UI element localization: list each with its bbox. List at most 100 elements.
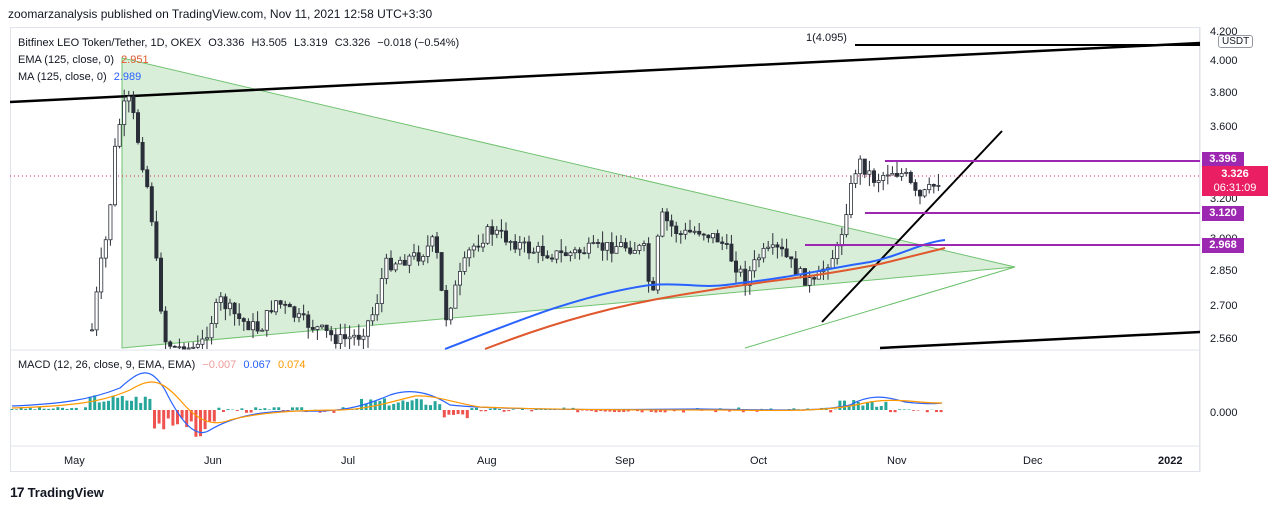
macd-bar: [613, 410, 616, 413]
y-tick: 3.800: [1210, 87, 1238, 99]
candle: [269, 310, 274, 313]
macd-bar: [171, 410, 175, 426]
candle: [899, 173, 904, 177]
candle: [342, 334, 347, 340]
candle: [527, 241, 532, 254]
candle: [697, 230, 702, 235]
macd-bar: [939, 410, 943, 413]
open-value: O3.336: [208, 37, 245, 49]
candle: [379, 278, 384, 305]
candle: [623, 242, 628, 249]
candle: [918, 189, 923, 197]
candle: [241, 318, 246, 322]
candle: [711, 233, 716, 239]
candle: [467, 249, 472, 259]
candle: [439, 252, 444, 291]
macd-bar: [143, 396, 147, 410]
macd-bar: [861, 405, 865, 410]
y-tick: 2.700: [1210, 300, 1238, 312]
macd-bar: [10, 409, 14, 410]
macd-bar: [792, 408, 796, 410]
high-value: H3.505: [251, 37, 287, 49]
candle: [586, 242, 591, 254]
macd-bar: [15, 409, 18, 410]
macd-bar: [935, 410, 938, 413]
macd-bar: [176, 410, 179, 425]
candle: [471, 245, 476, 251]
candle: [99, 257, 104, 293]
macd-bar: [507, 410, 511, 412]
candle: [158, 257, 163, 312]
candle: [706, 234, 711, 239]
macd-legend[interactable]: MACD (12, 26, close, 9, EMA, EMA) −0.007…: [18, 359, 309, 371]
macd-bar: [622, 410, 626, 412]
candle: [757, 257, 762, 261]
tradingview-logo[interactable]: 17 TradingView: [10, 484, 104, 500]
macd-bar: [682, 410, 685, 413]
macd-bar: [856, 401, 860, 410]
ma-value: 2.989: [113, 71, 142, 83]
macd-bar: [590, 410, 593, 411]
macd-bar: [47, 408, 51, 410]
candle: [453, 284, 458, 309]
candle: [113, 145, 118, 206]
level-annotation: 1(4.095): [806, 32, 847, 44]
candle: [642, 243, 647, 246]
macd-bar: [603, 410, 607, 412]
candle: [398, 259, 403, 265]
macd-histogram: [10, 395, 943, 437]
change-value: −0.018 (−0.54%): [377, 37, 460, 49]
macd-bar: [74, 407, 78, 410]
candle: [849, 183, 854, 215]
macd-bar: [475, 407, 478, 410]
candle: [485, 226, 490, 244]
macd-bar: [240, 408, 244, 410]
candle: [117, 124, 122, 147]
candle: [908, 171, 913, 183]
macd-bar: [424, 404, 428, 410]
macd-bar: [166, 410, 170, 419]
currency-button[interactable]: USDT: [1218, 35, 1254, 48]
macd-bar: [70, 408, 74, 410]
candle: [490, 226, 495, 235]
macd-bar: [28, 408, 32, 410]
macd-bar: [134, 396, 138, 410]
low-value: L3.319: [294, 37, 328, 49]
macd-bar: [300, 407, 304, 410]
candle: [264, 310, 269, 331]
macd-bar: [56, 407, 60, 410]
candle: [835, 245, 840, 259]
macd-bar: [433, 401, 437, 410]
candle: [333, 334, 338, 344]
macd-bar: [93, 395, 97, 410]
y-tick: 3.600: [1210, 121, 1238, 133]
macd-line-value: 0.067: [243, 359, 271, 371]
y-tick: 2.560: [1210, 333, 1238, 345]
ema-legend[interactable]: EMA (125, close, 0) 2.951: [18, 54, 153, 66]
ma-legend[interactable]: MA (125, close, 0) 2.989: [18, 71, 145, 83]
candle: [559, 250, 564, 254]
macd-bar: [42, 408, 46, 410]
candle: [508, 241, 513, 243]
macd-bar: [452, 410, 455, 415]
candle: [135, 112, 140, 143]
macd-bar: [884, 401, 888, 410]
candle: [94, 291, 99, 331]
candle: [531, 251, 536, 254]
candle: [200, 338, 205, 345]
candles: [90, 89, 941, 350]
candle: [554, 250, 559, 260]
macd-bar: [111, 395, 115, 410]
candle: [131, 95, 136, 114]
candle: [260, 329, 265, 332]
candle: [853, 173, 858, 184]
macd-bar: [116, 397, 120, 410]
macd-bar: [626, 410, 630, 412]
candle: [462, 257, 467, 272]
candle: [232, 302, 237, 315]
macd-bar: [479, 410, 483, 412]
macd-signal-value: 0.074: [277, 359, 306, 371]
candle: [563, 252, 568, 257]
candle: [154, 221, 159, 259]
